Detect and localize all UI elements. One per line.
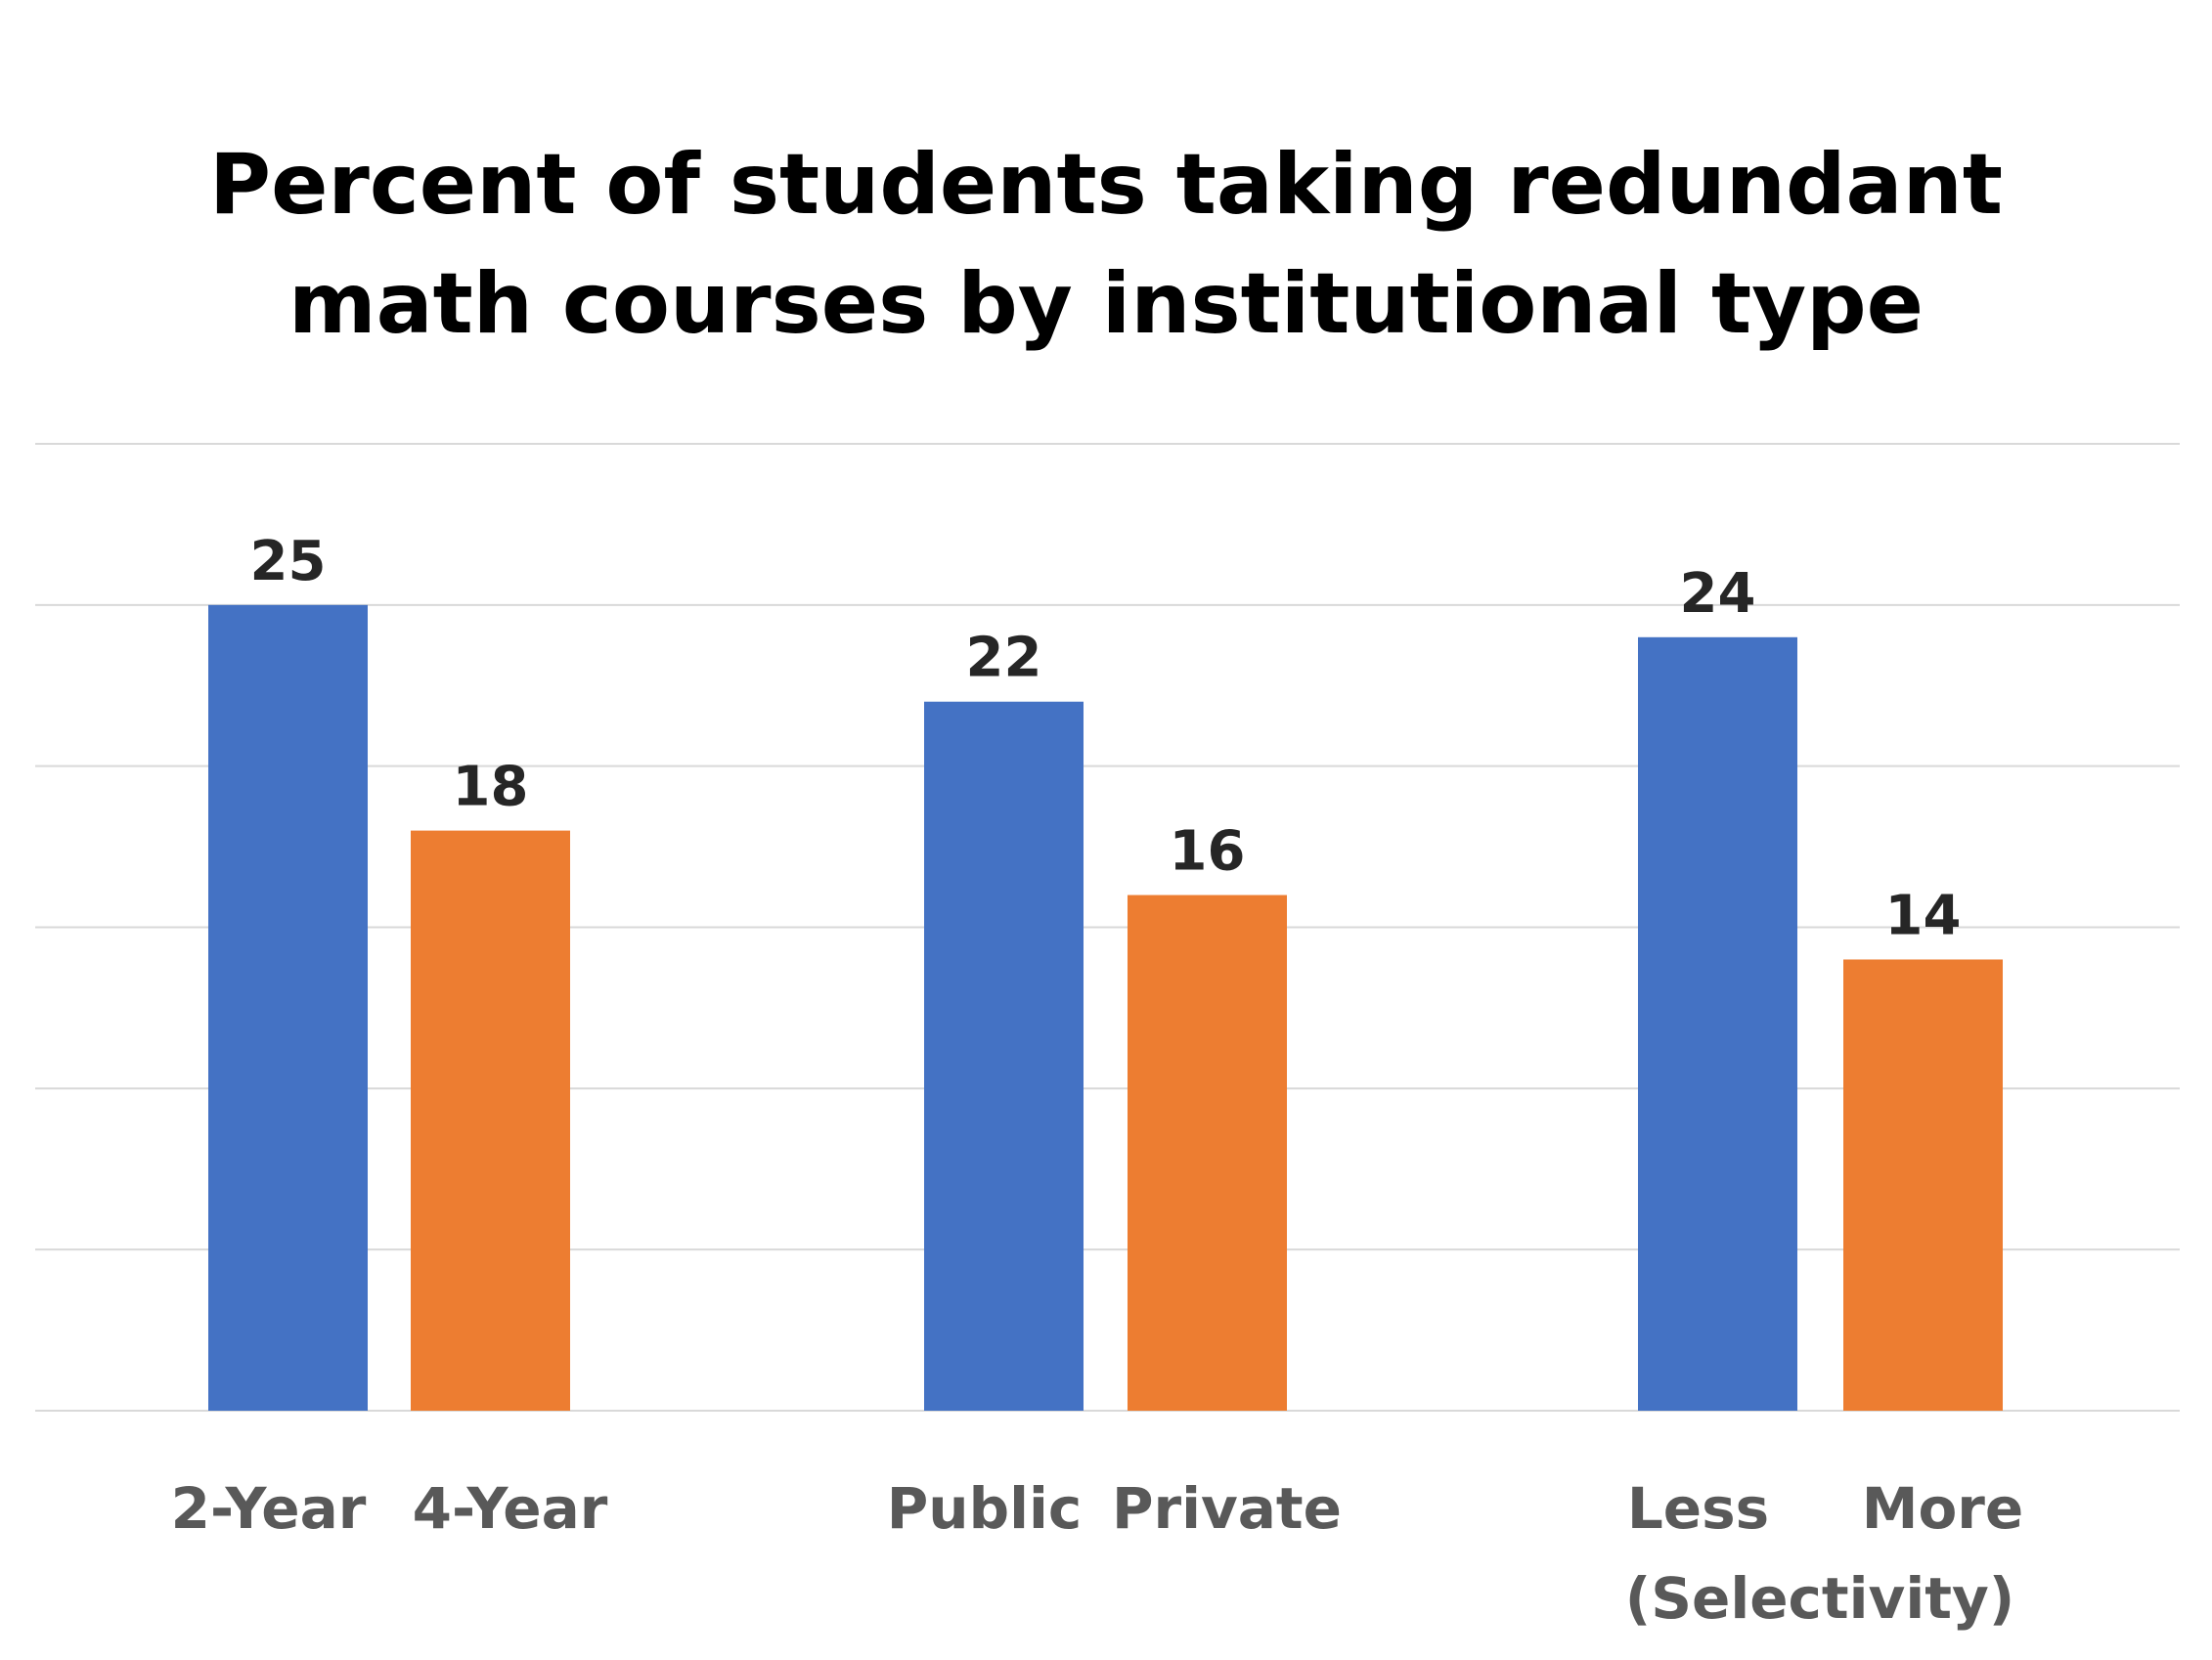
category-label: Private — [1112, 1475, 1342, 1542]
data-label: 18 — [453, 756, 529, 819]
category-label: Public — [887, 1475, 1082, 1542]
selectivity-note: (Selectivity) — [1625, 1565, 2015, 1632]
gridlines — [35, 443, 2180, 1412]
data-label: 16 — [1170, 820, 1246, 884]
category-label: More — [1862, 1475, 2024, 1542]
bar-2-year — [208, 604, 368, 1411]
category-label: Less — [1627, 1475, 1769, 1542]
bar-less — [1638, 636, 1797, 1411]
data-label: 25 — [250, 530, 327, 593]
chart-title-line-1: Percent of students taking redundant — [209, 136, 2003, 234]
category-label: 4-Year — [413, 1475, 608, 1542]
category-labels: 2-Year 4-Year Public Private Less More — [171, 1475, 2024, 1542]
data-label: 24 — [1680, 562, 1756, 626]
bar-private — [1128, 895, 1287, 1411]
bars — [208, 604, 2003, 1411]
category-label: 2-Year — [171, 1475, 367, 1542]
data-label: 14 — [1885, 884, 1962, 947]
bar-public — [924, 701, 1084, 1411]
chart-title-line-2: math courses by institutional type — [288, 255, 1924, 353]
bar-more — [1843, 959, 2003, 1411]
bar-4-year — [411, 830, 570, 1411]
data-labels: 25 18 22 16 24 14 — [250, 530, 1962, 948]
data-label: 22 — [966, 627, 1042, 690]
